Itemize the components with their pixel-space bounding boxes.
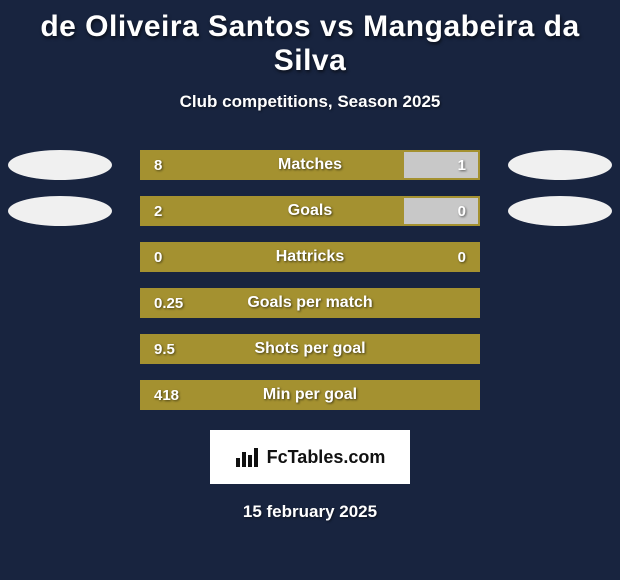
player-right-avatar-placeholder [508,150,612,180]
stat-bar-left-fill [142,152,404,178]
stat-bar-left-fill [142,198,404,224]
comparison-subtitle: Club competitions, Season 2025 [0,92,620,112]
snapshot-date: 15 february 2025 [0,502,620,522]
stat-bar-left-fill [142,336,478,362]
brand-logo-text: FcTables.com [267,447,386,468]
stat-row: Matches81 [0,150,620,180]
stat-bar-right-fill [404,152,478,178]
stat-bar-left-fill [142,244,478,270]
player-left-avatar-placeholder [8,150,112,180]
stat-bar: Goals20 [140,196,480,226]
stat-row: Goals per match0.25 [0,288,620,318]
stat-row: Goals20 [0,196,620,226]
stat-bar: Goals per match0.25 [140,288,480,318]
stat-row: Hattricks00 [0,242,620,272]
player-right-avatar-placeholder [508,196,612,226]
stat-bar: Matches81 [140,150,480,180]
stat-bar: Min per goal418 [140,380,480,410]
comparison-title: de Oliveira Santos vs Mangabeira da Silv… [0,0,620,78]
player-left-avatar-placeholder [8,196,112,226]
stat-bar: Shots per goal9.5 [140,334,480,364]
stat-bar-left-fill [142,382,478,408]
stat-bar: Hattricks00 [140,242,480,272]
stat-bar-left-fill [142,290,478,316]
brand-logo: FcTables.com [210,430,410,484]
stat-row: Min per goal418 [0,380,620,410]
stats-rows: Matches81 Goals20 Hattricks00 Goals per mat… [0,150,620,410]
stat-bar-right-fill [404,198,478,224]
stat-row: Shots per goal9.5 [0,334,620,364]
chart-bars-icon [235,446,261,468]
